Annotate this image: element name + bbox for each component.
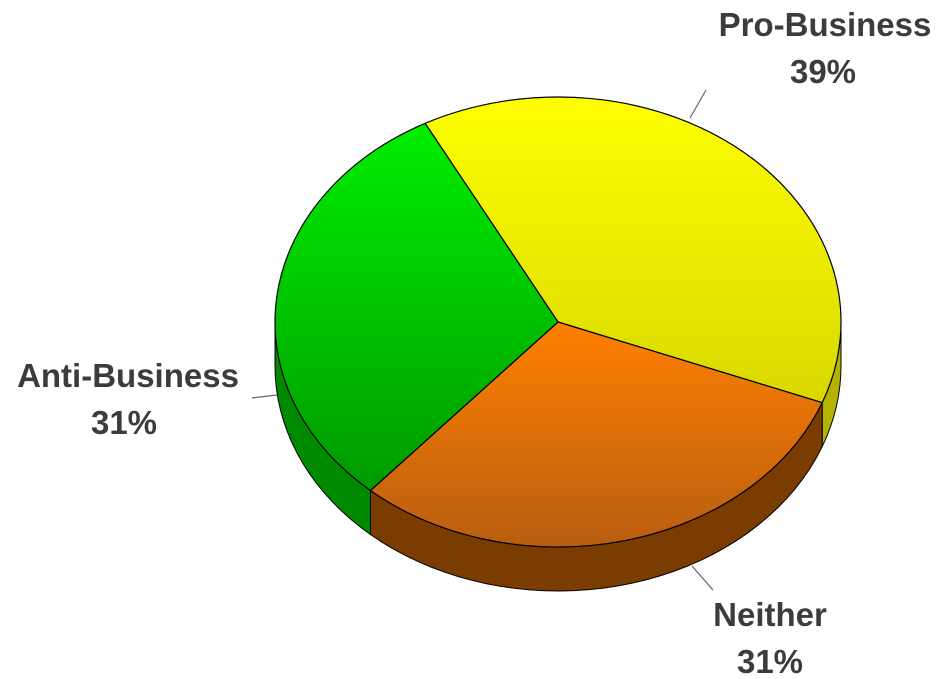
leader-line-neither [691, 565, 714, 591]
label-neither-name: Neither [713, 596, 827, 633]
leader-line-anti-business [251, 394, 278, 399]
pie-top-faces [274, 96, 842, 548]
leader-line-pro-business [689, 89, 707, 119]
label-neither-value: 31% [737, 643, 803, 679]
pie-slice-anti-business [274, 122, 559, 492]
label-anti-business-name: Anti-Business [17, 357, 239, 394]
pie-slice-neither [369, 321, 824, 548]
pie-slice-pro-business [424, 96, 842, 404]
label-pro-business-name: Pro-Business [719, 6, 932, 43]
label-pro-business-value: 39% [790, 53, 856, 90]
label-anti-business-value: 31% [91, 404, 157, 441]
